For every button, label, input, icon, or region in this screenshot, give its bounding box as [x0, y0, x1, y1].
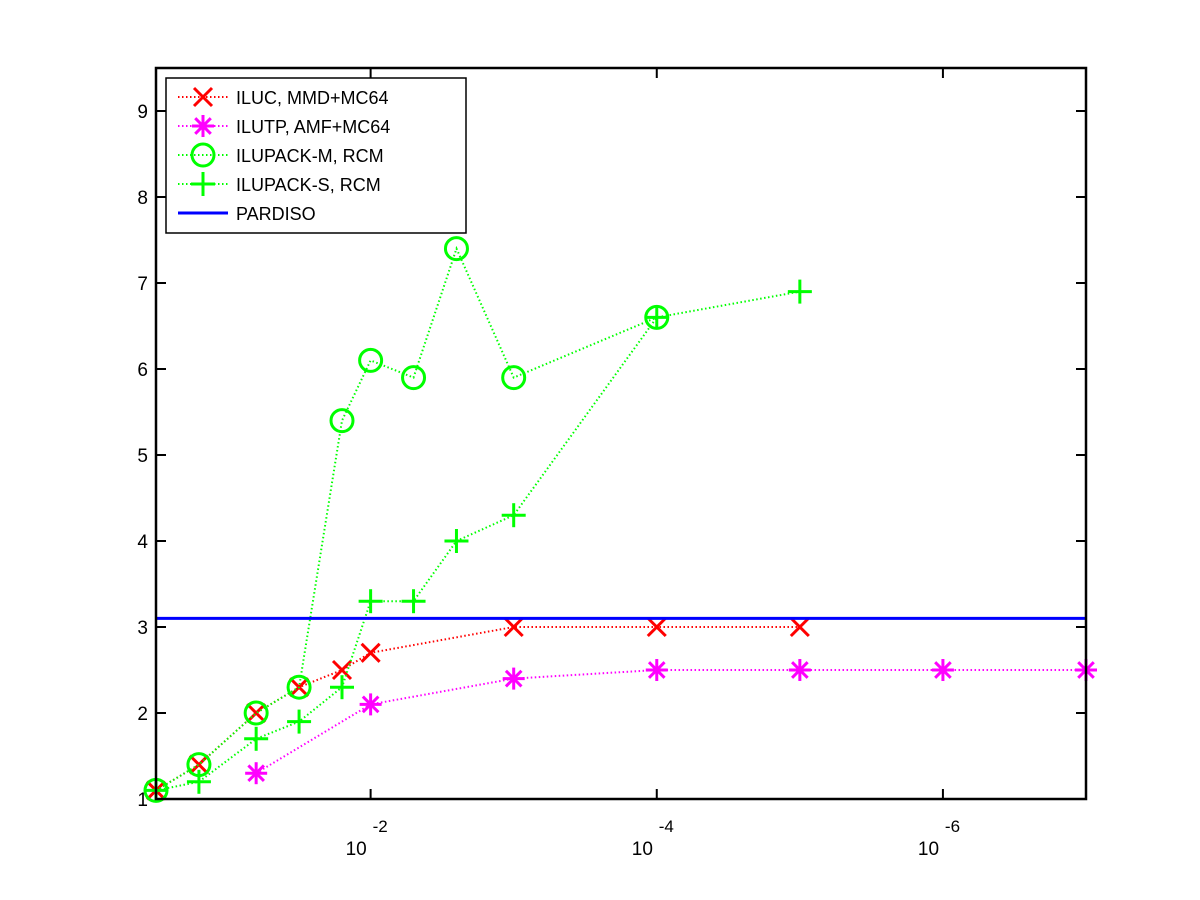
axes-frame: 1 2 3 4 5 6 7 8 9 10 -2 10 -4 10 -6 [137, 66, 1088, 860]
series-layer [143, 236, 1097, 803]
legend-marker-2 [190, 142, 216, 168]
series-0-point-4-b [331, 659, 353, 681]
legend-entry-0: ILUC, MMD+MC64 [178, 86, 389, 108]
y-tick-label-8: 9 [137, 102, 148, 123]
series-0-point-6-b [503, 616, 524, 638]
legend-entry-2: ILUPACK-M, RCM [178, 142, 384, 168]
legend-marker-1-arm3 [194, 117, 212, 135]
y-tick-label-1: 2 [137, 704, 148, 725]
series-1-point-2-arm3 [504, 669, 523, 688]
x-tick-label-exponent-1: -4 [659, 817, 674, 836]
x-tick-label-exponent-2: -6 [945, 817, 960, 836]
series-1-point-4-arm3 [791, 661, 809, 679]
series-2-point-2 [243, 700, 269, 726]
series-2-point-5 [358, 347, 384, 373]
y-tick-label-4: 5 [137, 446, 148, 467]
series-0-point-7-b [646, 616, 667, 638]
series-line-3 [155, 290, 800, 792]
series-1-point-1-arm3 [361, 695, 380, 714]
legend-entry-4: PARDISO [178, 204, 316, 224]
series-0-point-2-b [246, 702, 267, 724]
y-tick-label-0: 1 [137, 790, 148, 811]
axes-box [154, 66, 1088, 801]
x-tick-label-base-1: 10 [632, 839, 653, 860]
series-line-2 [155, 245, 658, 792]
y-tick-label-2: 3 [137, 618, 148, 639]
series-0-point-5-b [360, 642, 381, 663]
y-tick-label-7: 8 [137, 188, 148, 209]
series-0 [145, 616, 810, 801]
legend-box [165, 77, 467, 234]
y-tick-label-5: 6 [137, 360, 148, 381]
series-1-point-5-arm3 [934, 661, 952, 679]
x-tick-label-base-2: 10 [918, 839, 939, 860]
series-2-point-7 [443, 236, 469, 262]
legend-label-4: PARDISO [236, 204, 316, 224]
series-1-point-0-arm3 [247, 764, 265, 783]
series-3 [144, 279, 812, 803]
legend-label-2: ILUPACK-M, RCM [236, 146, 384, 166]
series-2-point-4 [329, 408, 355, 434]
series-1-point-3-arm3 [647, 661, 666, 679]
y-tick-label-3: 4 [137, 532, 148, 553]
legend-label-0: ILUC, MMD+MC64 [236, 88, 389, 108]
series-2-point-6 [401, 365, 427, 391]
series-0-point-1-b [188, 754, 209, 775]
y-tick-label-6: 7 [137, 274, 148, 295]
x-tick-label-exponent-0: -2 [373, 817, 388, 836]
legend-marker-0-b [192, 86, 214, 108]
legend-entry-1: ILUTP, AMF+MC64 [178, 115, 390, 137]
series-2-point-3 [286, 674, 312, 700]
legend-entry-3: ILUPACK-S, RCM [178, 172, 381, 196]
legend-label-1: ILUTP, AMF+MC64 [236, 117, 390, 137]
series-0-point-8-b [789, 616, 810, 638]
series-1 [245, 659, 1097, 785]
series-2-point-8 [501, 365, 527, 391]
legend-label-3: ILUPACK-S, RCM [236, 175, 381, 195]
legend: ILUC, MMD+MC64 ILUTP, AMF+MC64 ILUPACK-M, … [165, 77, 467, 234]
x-tick-label-base-0: 10 [346, 839, 367, 860]
